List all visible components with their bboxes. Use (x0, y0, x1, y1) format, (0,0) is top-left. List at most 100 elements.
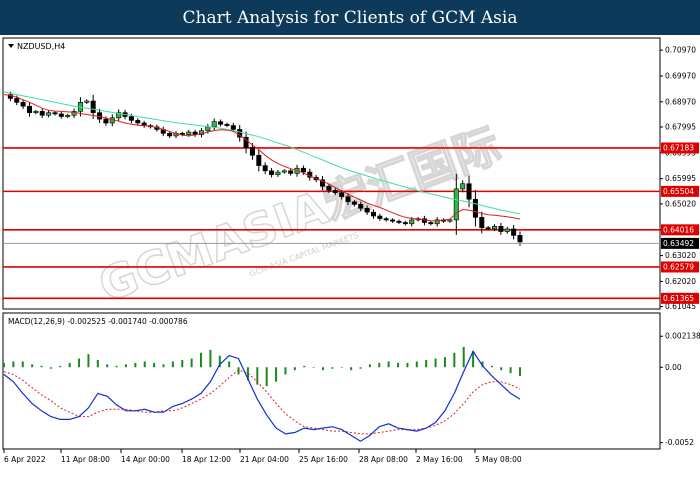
candle-body (224, 123, 230, 126)
time-axis-label: 28 Apr 08:00 (359, 455, 408, 464)
macd-histogram-bar (284, 367, 287, 375)
macd-axis-label: -0.0052 (665, 438, 694, 447)
candle-body (485, 227, 491, 230)
macd-histogram-bar (256, 367, 259, 385)
macd-histogram-bar (406, 362, 409, 368)
candle-body (339, 192, 345, 197)
macd-histogram-bar (331, 367, 334, 369)
candle-body (434, 219, 440, 225)
candle-body (71, 111, 77, 116)
level-label: 0.64016 (663, 225, 694, 234)
macd-histogram-bar (350, 367, 353, 371)
macd-histogram-bar (490, 365, 493, 368)
macd-histogram-bar (87, 354, 90, 368)
macd-histogram-bar (359, 367, 362, 369)
candle-body (402, 222, 408, 225)
candle-body (377, 215, 383, 219)
time-axis-label: 21 Apr 04:00 (240, 455, 289, 464)
time-axis-label: 6 Apr 2022 (4, 455, 46, 464)
candle-body (249, 147, 255, 156)
macd-label: MACD(12,26,9) -0.002525 -0.001740 -0.000… (8, 317, 188, 326)
macd-histogram-bar (171, 361, 174, 368)
level-label: 0.62579 (663, 262, 694, 271)
time-axis-label: 11 Apr 08:00 (61, 455, 110, 464)
macd-histogram-bar (21, 361, 24, 368)
time-axis-label: 25 Apr 16:00 (299, 455, 348, 464)
macd-histogram-bar (368, 364, 371, 368)
level-label-box (661, 224, 699, 236)
candle-body (33, 111, 39, 113)
candle-body (498, 226, 504, 232)
macd-histogram-bar (500, 367, 503, 371)
slow-moving-average-line (3, 91, 521, 215)
symbol-label: NZDUSD,H4 (17, 42, 65, 51)
macd-histogram-bar (415, 361, 418, 368)
candle-body (52, 112, 58, 115)
candle-body (358, 204, 364, 209)
price-axis-label: 0.69970 (665, 71, 696, 80)
candle-body (396, 220, 402, 223)
candle-body (504, 228, 510, 232)
candle-body (256, 154, 262, 166)
macd-histogram-bar (509, 367, 512, 374)
candle-body (332, 189, 338, 194)
candle-body (300, 167, 306, 173)
level-label: 0.61365 (663, 294, 694, 303)
macd-histogram-bar (153, 362, 156, 368)
macd-histogram-bar (519, 367, 521, 376)
candle-body (103, 118, 109, 124)
candle-body (492, 226, 498, 230)
macd-histogram-bar (124, 364, 127, 368)
candle-body (26, 105, 32, 113)
candle-body (65, 114, 71, 117)
candle-body (517, 235, 523, 243)
macd-histogram-bar (434, 358, 437, 368)
macd-histogram-bar (340, 367, 343, 368)
price-axis-label: 0.67995 (665, 122, 696, 131)
candle-body (58, 113, 64, 117)
macd-histogram-bar (387, 361, 390, 368)
macd-histogram-bar (321, 367, 324, 371)
candle-body (281, 170, 287, 173)
time-axis-label: 14 Apr 00:00 (121, 455, 170, 464)
candle-body (90, 100, 96, 113)
macd-histogram-bar (312, 367, 315, 368)
candle-body (7, 94, 13, 99)
macd-histogram-bar (12, 361, 15, 368)
macd-histogram-bar (209, 349, 212, 368)
macd-histogram-bar (443, 357, 446, 368)
macd-histogram-bar (134, 362, 137, 368)
candle-body (479, 217, 485, 228)
candle-body (326, 186, 332, 191)
macd-histogram-bar (200, 352, 203, 368)
macd-histogram-bar (190, 358, 193, 368)
time-axis-label: 5 May 08:00 (475, 455, 522, 464)
candle-body (218, 121, 224, 125)
macd-histogram-bar (378, 362, 381, 368)
current-price-box (661, 237, 699, 249)
candle-body (14, 98, 20, 103)
candle-body (275, 171, 281, 175)
macd-histogram-bar (275, 367, 278, 382)
price-axis-label: 0.63020 (665, 251, 696, 260)
macd-histogram-bar (425, 360, 428, 368)
candle-body (466, 183, 472, 200)
macd-histogram-bar (162, 364, 165, 368)
macd-panel-frame (2, 312, 661, 450)
macd-histogram-bar (293, 367, 296, 371)
candle-body (39, 111, 45, 116)
macd-histogram-bar (462, 346, 465, 368)
candle-body (205, 126, 211, 132)
candle-body (288, 170, 294, 174)
candle-body (428, 222, 434, 225)
price-axis-label: 0.70970 (665, 46, 696, 55)
price-axis-label: 0.65020 (665, 199, 696, 208)
candle-body (262, 165, 268, 172)
macd-axis: 0.002138 0.00 -0.0052 (660, 332, 700, 447)
level-label-box (661, 292, 699, 304)
macd-histogram-bar (78, 358, 81, 368)
price-chart: GCMASIA宏汇国际 GCM ASIA CAPITAL MARKETS NZD… (0, 35, 700, 500)
macd-histogram-bar (228, 361, 231, 368)
candle-body (472, 198, 478, 218)
candle-body (128, 116, 134, 121)
